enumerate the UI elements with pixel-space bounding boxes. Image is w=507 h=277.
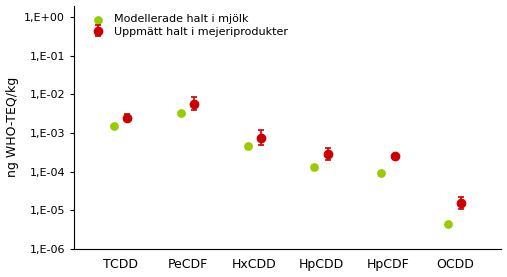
- Modellerade halt i mjölk: [310, 165, 318, 169]
- Y-axis label: ng WHO-TEQ/kg: ng WHO-TEQ/kg: [6, 77, 19, 177]
- Modellerade halt i mjölk: [444, 221, 452, 226]
- Modellerade halt i mjölk: [177, 111, 185, 116]
- Legend: Modellerade halt i mjölk, Uppmätt halt i mejeriprodukter: Modellerade halt i mjölk, Uppmätt halt i…: [84, 11, 291, 40]
- Modellerade halt i mjölk: [243, 144, 251, 148]
- Modellerade halt i mjölk: [377, 171, 385, 176]
- Modellerade halt i mjölk: [110, 124, 118, 128]
